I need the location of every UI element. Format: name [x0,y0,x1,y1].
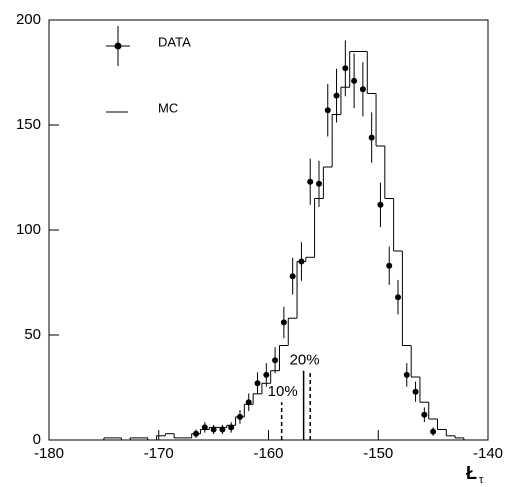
legend-label: DATA [158,34,191,49]
x-tick-label: -160 [253,445,283,462]
data-point [421,411,428,418]
legend-label: MC [158,100,178,115]
data-point [377,201,384,208]
data-point [386,262,393,269]
x-tick-label: -150 [363,445,393,462]
data-point [307,178,314,185]
y-tick-label: 150 [16,116,41,133]
x-tick-label: -170 [144,445,174,462]
data-point [315,180,322,187]
data-point [395,294,402,301]
data-point [210,426,217,433]
data-point [351,77,358,84]
data-point [412,388,419,395]
data-point [368,134,375,141]
data-point [245,399,252,406]
data-point [254,380,261,387]
data-point [359,86,366,93]
y-tick-label: 200 [16,11,41,28]
data-point [430,428,437,435]
plot-frame [48,19,489,441]
x-tick-label: -140 [473,445,503,462]
marker-label: 10% [268,383,298,400]
data-point [324,107,331,114]
x-axis-label-sub: τ [479,474,484,486]
data-point [272,357,279,364]
data-point [228,424,235,431]
y-tick-label: 100 [16,221,41,238]
data-point [342,65,349,72]
x-axis-label: Ł [466,463,477,483]
data-point [263,371,270,378]
data-point [219,426,226,433]
marker-label: 20% [290,352,320,369]
y-tick-label: 50 [24,326,41,343]
data-point [201,424,208,431]
data-point [403,371,410,378]
data-point [289,273,296,280]
legend-point [114,42,122,50]
x-tick-label: -180 [34,445,64,462]
data-point [280,319,287,326]
data-point [333,92,340,99]
y-tick-label: 0 [33,431,41,448]
